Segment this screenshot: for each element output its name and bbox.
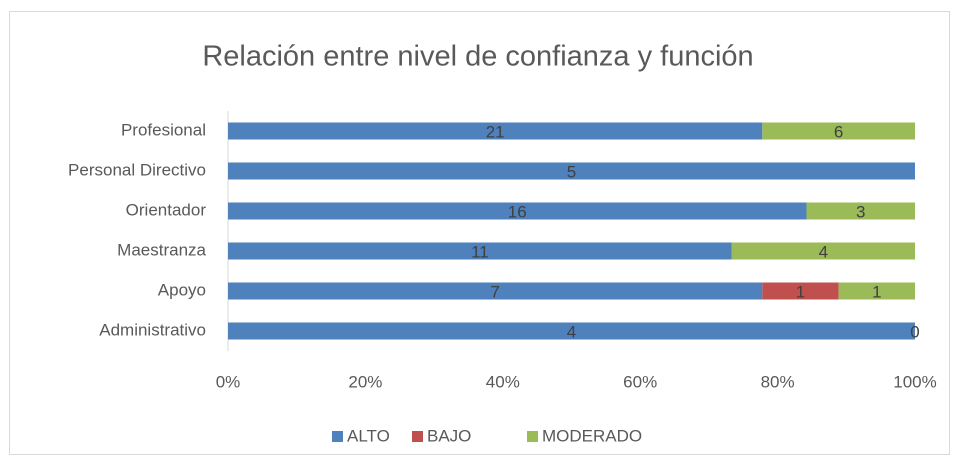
x-tick-label: 0% xyxy=(216,372,241,391)
x-tick-label: 20% xyxy=(348,372,382,391)
bar-segment xyxy=(228,122,763,140)
bar-segment xyxy=(762,282,839,300)
data-label: 1 xyxy=(872,282,881,301)
bar-segment xyxy=(731,242,915,260)
legend-swatch xyxy=(412,431,423,442)
bar-segment xyxy=(228,242,732,260)
bar-segment xyxy=(762,122,915,140)
bar-segment xyxy=(228,322,915,340)
data-label: 5 xyxy=(567,162,576,181)
bar-segment xyxy=(838,282,915,300)
legend-label: BAJO xyxy=(427,426,471,445)
data-label: 16 xyxy=(508,202,527,221)
data-label: 7 xyxy=(490,282,499,301)
data-label: 11 xyxy=(471,242,489,261)
bar-segment xyxy=(806,202,915,220)
y-tick-label: Apoyo xyxy=(158,280,206,299)
chart-border xyxy=(9,11,950,455)
legend-label: ALTO xyxy=(347,426,390,445)
y-tick-label: Administrativo xyxy=(99,320,206,339)
data-label: 4 xyxy=(819,242,828,261)
legend-label: MODERADO xyxy=(542,426,642,445)
bar-segment xyxy=(228,202,807,220)
x-tick-label: 80% xyxy=(761,372,795,391)
x-tick-label: 40% xyxy=(486,372,520,391)
data-label: 0 xyxy=(910,322,919,341)
bar-segment xyxy=(228,282,763,300)
chart-title: Relación entre nivel de confianza y func… xyxy=(202,41,753,73)
x-tick-label: 60% xyxy=(623,372,657,391)
legend-swatch xyxy=(332,431,343,442)
legend-swatch xyxy=(527,431,538,442)
data-label: 1 xyxy=(796,282,805,301)
data-label: 21 xyxy=(486,122,505,141)
y-tick-label: Profesional xyxy=(121,120,206,139)
x-tick-label: 100% xyxy=(893,372,936,391)
data-label: 3 xyxy=(856,202,865,221)
bar-segment xyxy=(228,162,915,180)
y-tick-label: Orientador xyxy=(126,200,207,219)
data-label: 4 xyxy=(567,322,576,341)
y-tick-label: Personal Directivo xyxy=(68,160,206,179)
y-tick-label: Maestranza xyxy=(117,240,206,259)
data-label: 6 xyxy=(834,122,843,141)
